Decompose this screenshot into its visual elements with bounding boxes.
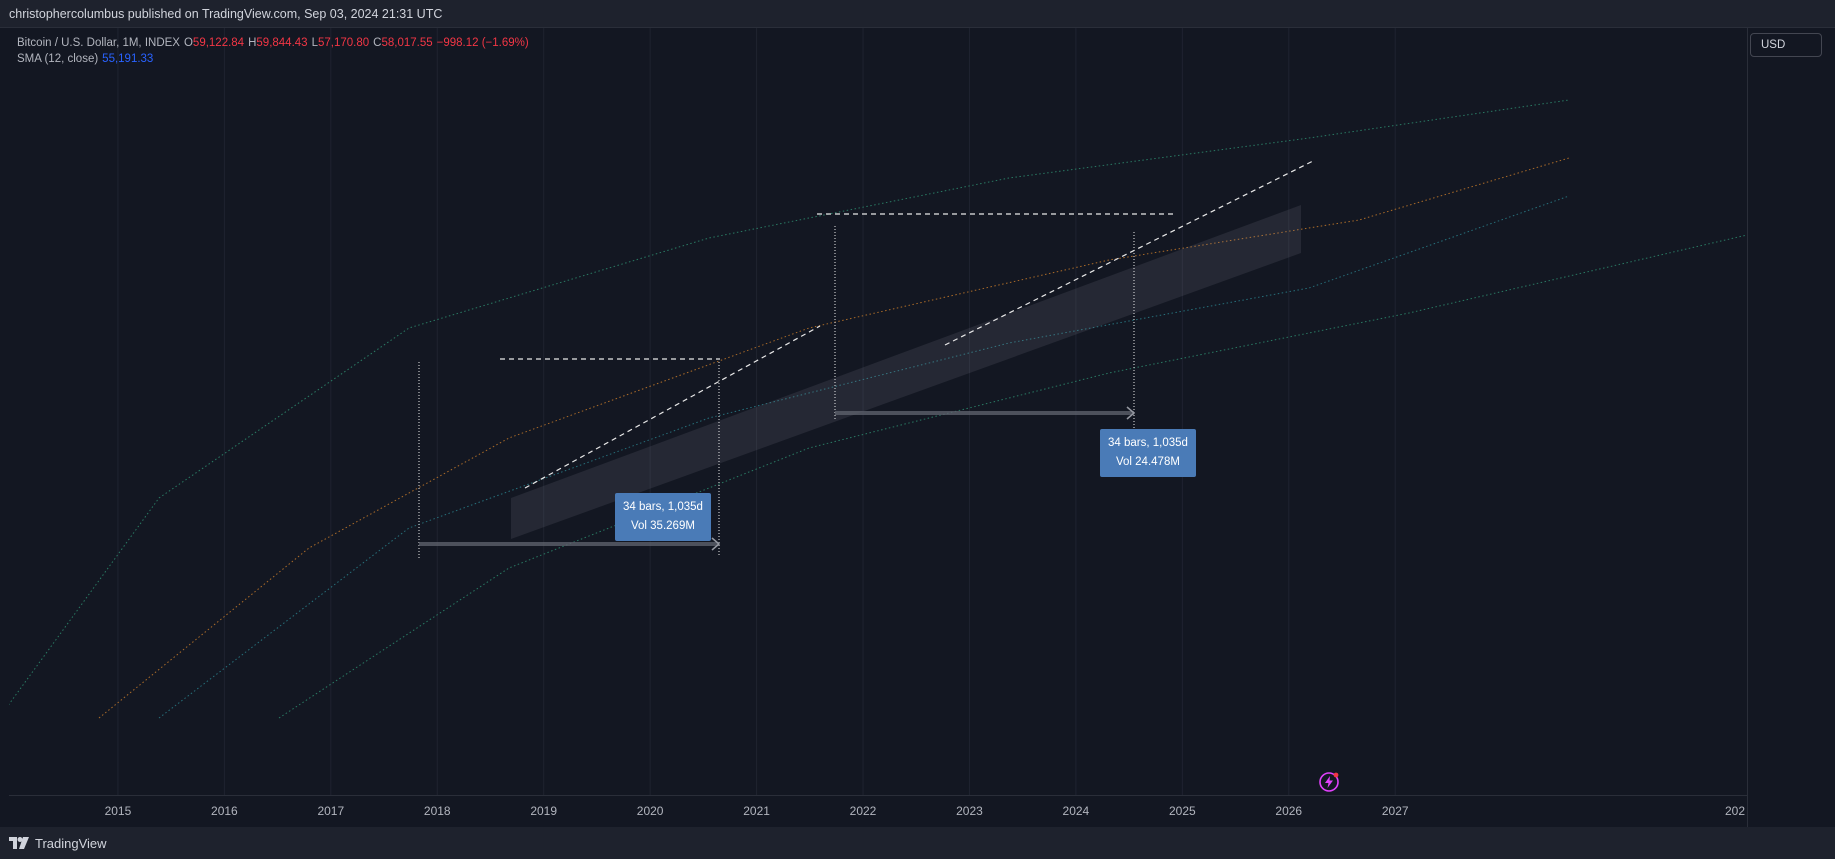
- high-label: H: [248, 37, 257, 49]
- time-tick-label: 2015: [104, 804, 132, 818]
- measure-callout-2-volume: Vol 24.478M: [1115, 456, 1180, 468]
- time-tick-label: 2024: [1062, 804, 1090, 818]
- time-tick-label: 2017: [317, 804, 345, 818]
- time-tick-label: 2018: [423, 804, 451, 818]
- open-label: O: [183, 37, 193, 49]
- measure-callout-2-bars: 34 bars, 1,035d: [1108, 437, 1188, 449]
- tradingview-logo-icon: [9, 837, 29, 849]
- close-label: C: [373, 37, 382, 49]
- flash-icon[interactable]: [1318, 771, 1340, 793]
- low-label: L: [311, 37, 318, 49]
- time-tick-label: 2027: [1381, 804, 1409, 818]
- time-tick-label: 2016: [211, 804, 238, 818]
- measure-callout-1-bars: 34 bars, 1,035d: [623, 501, 703, 513]
- sma-row: SMA (12, close) 55,191.33: [17, 51, 529, 67]
- channel-band: [511, 205, 1301, 539]
- chart-legend: Bitcoin / U.S. Dollar, 1M, INDEX O59,122…: [17, 35, 529, 67]
- growth-curve-upper: [9, 99, 1570, 706]
- time-tick-label: 2019: [530, 804, 558, 818]
- symbol-label[interactable]: Bitcoin / U.S. Dollar, 1M, INDEX: [17, 37, 180, 49]
- sma-value: 55,191.33: [102, 53, 154, 65]
- price-axis[interactable]: 425,000.00305,000.00225,000.00165,000.00…: [1747, 28, 1835, 827]
- low-value: 57,170.80: [317, 37, 370, 49]
- range-arrowhead: [1126, 406, 1136, 420]
- time-tick-label: 2021: [743, 804, 770, 818]
- gridlines: [117, 28, 1396, 795]
- footer-bar: TradingView: [0, 827, 1835, 859]
- price-chart[interactable]: [9, 28, 1747, 795]
- change-value: −998.12 (−1.69%): [436, 37, 529, 49]
- measure-callout-1-volume: Vol 35.269M: [630, 520, 695, 532]
- open-value: 59,122.84: [192, 37, 245, 49]
- tradingview-brand: TradingView: [35, 835, 107, 851]
- time-tick-label: 2022: [849, 804, 877, 818]
- time-tick-label: 2026: [1275, 804, 1303, 818]
- measure-callout-1[interactable]: 34 bars, 1,035d Vol 35.269M: [615, 493, 711, 541]
- measure-callout-2[interactable]: 34 bars, 1,035d Vol 24.478M: [1100, 429, 1196, 477]
- trendline-2019: [524, 325, 821, 489]
- ohlc-row: Bitcoin / U.S. Dollar, 1M, INDEX O59,122…: [17, 35, 529, 51]
- time-tick-label: 2020: [636, 804, 664, 818]
- chart-area[interactable]: 34 bars, 1,035d Vol 35.269M 34 bars, 1,0…: [9, 28, 1747, 795]
- currency-button[interactable]: USD: [1750, 33, 1822, 57]
- time-tick-label: 2023: [956, 804, 983, 818]
- publisher-header: christophercolumbus published on Trading…: [0, 0, 1835, 28]
- growth-curve-base: [278, 234, 1747, 719]
- high-value: 59,844.43: [256, 37, 308, 49]
- time-axis[interactable]: 2015 2016 2017 2018 2019 2020 2021 2022 2023 2024…: [9, 795, 1747, 827]
- range-bar: [835, 411, 1134, 415]
- range-arrowhead: [711, 537, 721, 551]
- range-bar: [419, 542, 719, 546]
- growth-curve-lower: [158, 195, 1570, 719]
- range-arrow-2021: [835, 406, 1136, 420]
- range-arrow-2018: [419, 537, 721, 551]
- close-value: 58,017.55: [381, 37, 433, 49]
- time-tick-label: 2025: [1168, 804, 1196, 818]
- sma-label[interactable]: SMA (12, close): [17, 53, 99, 65]
- trendline-2023: [944, 159, 1316, 346]
- growth-curve-mid: [98, 157, 1570, 719]
- publisher-line: christophercolumbus published on Trading…: [9, 6, 443, 21]
- time-tick-label: 202: [1724, 804, 1746, 818]
- tradingview-logo[interactable]: TradingView: [9, 836, 107, 851]
